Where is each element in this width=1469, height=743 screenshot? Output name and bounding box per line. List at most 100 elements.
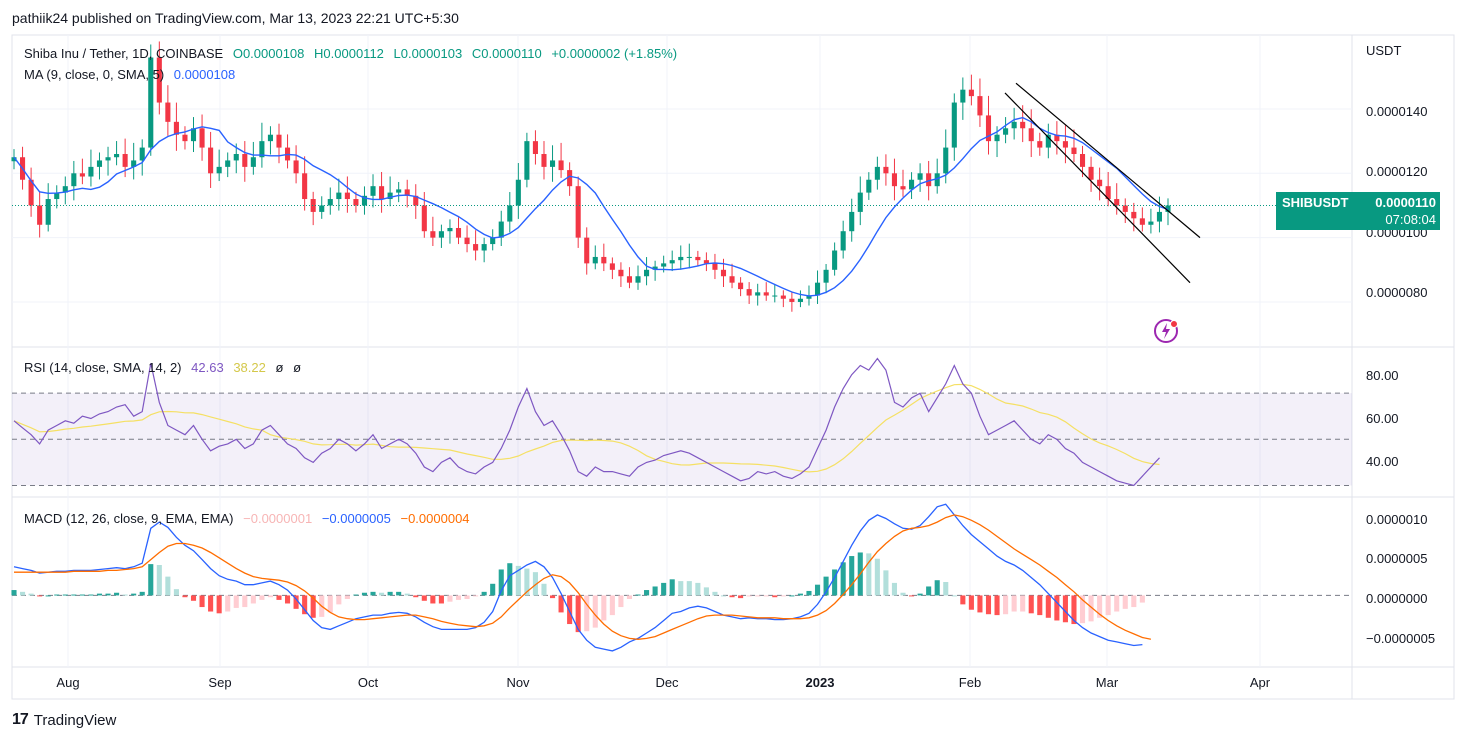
macd-hist-bar — [79, 594, 85, 596]
candle-body — [182, 134, 188, 142]
macd-hist-bar — [139, 591, 145, 596]
candle-body — [455, 227, 462, 238]
macd-hist-bar — [11, 590, 17, 596]
macd-hist-bar — [703, 587, 709, 596]
time-label: Dec — [655, 675, 679, 690]
candle-body — [601, 256, 607, 264]
candle-body — [857, 192, 863, 212]
candle-body — [131, 160, 137, 167]
macd-hist-bar — [173, 589, 179, 596]
macd-hist-bar — [1011, 595, 1017, 612]
macd-hist-bar — [413, 595, 419, 598]
candle-body — [584, 237, 590, 264]
macd-hist-bar — [1122, 595, 1128, 609]
candle-body — [652, 266, 658, 270]
candle-body — [413, 195, 419, 206]
macd-hist-bar — [840, 562, 846, 596]
candle-body — [592, 256, 598, 264]
price-tag-symbol: SHIBUSDT — [1282, 195, 1349, 210]
candle-body — [797, 298, 803, 302]
candle-body — [259, 141, 265, 158]
macd-hist-bar — [396, 591, 402, 596]
macd-hist-bar — [686, 581, 692, 596]
macd-hist-bar — [797, 593, 803, 596]
macd-hist-bar — [609, 595, 615, 616]
macd-hist-bar — [105, 593, 111, 596]
macd-hist-bar — [558, 595, 564, 613]
macd-hist-bar — [1062, 595, 1068, 623]
candle-body — [1037, 141, 1043, 148]
candle-body — [79, 173, 85, 177]
macd-hist-bar — [644, 590, 650, 596]
macd-hist-bar — [199, 595, 205, 608]
price-tick: 0.0000120 — [1366, 164, 1428, 179]
candle-body — [943, 147, 949, 174]
candle-body — [438, 231, 444, 238]
macd-hist-bar — [1071, 595, 1077, 625]
candle-body — [720, 269, 727, 277]
macd-hist-bar — [951, 595, 957, 597]
macd-hist-bar — [216, 595, 222, 614]
macd-hist-bar — [327, 595, 333, 613]
symbol-label: Shiba Inu / Tether, 1D, COINBASE — [24, 46, 224, 61]
candle-body — [114, 154, 120, 158]
candle-body — [1097, 179, 1103, 187]
candle-body — [396, 189, 402, 193]
candle-body — [71, 173, 77, 187]
ma-label: MA (9, close, 0, SMA, 5) — [24, 67, 165, 82]
macd-hist-bar — [353, 594, 359, 596]
price-tick: 0.0000080 — [1366, 285, 1428, 300]
macd-hist-bar — [832, 569, 838, 596]
macd-tick: 0.0000005 — [1366, 551, 1428, 566]
chart-border — [11, 34, 1455, 700]
macd-hist-bar — [62, 594, 68, 596]
candle-body — [515, 179, 521, 206]
candle-body — [806, 295, 812, 299]
macd-hist-bar — [361, 592, 368, 596]
candle-body — [481, 244, 487, 251]
macd-hist-bar — [182, 595, 188, 598]
macd-hist-bar — [438, 595, 444, 604]
macd-hist-bar — [549, 595, 556, 599]
rsi-tick: 60.00 — [1366, 411, 1399, 426]
candle-body — [849, 211, 855, 232]
macd-hist-bar — [712, 591, 718, 596]
candle-body — [293, 160, 299, 174]
candle-body — [148, 57, 154, 148]
time-label: Apr — [1249, 675, 1271, 690]
macd-hist-bar — [601, 595, 607, 621]
candle-body — [549, 160, 556, 167]
candle-body — [558, 160, 564, 171]
macd-hist-bar — [541, 583, 547, 596]
channel-upper-line — [1015, 82, 1201, 239]
macd-pane — [11, 503, 1352, 652]
candle-body — [242, 154, 248, 167]
candle-body — [208, 147, 214, 174]
candle-body — [267, 134, 273, 142]
macd-hist-bar — [772, 595, 778, 598]
candle-body — [310, 199, 316, 212]
macd-hist-bar — [165, 576, 171, 596]
macd-hist-bar — [302, 595, 308, 615]
macd-hist-bar — [532, 572, 538, 596]
macd-hist-bar — [1020, 595, 1026, 612]
macd-hist-bar — [276, 595, 282, 600]
macd-hist-bar — [977, 595, 983, 613]
high-value: H0.0000112 — [314, 46, 384, 61]
lightning-alert-icon[interactable] — [1153, 317, 1181, 345]
candle-body — [1054, 134, 1060, 142]
macd-hist-bar — [28, 593, 34, 596]
candle-body — [832, 250, 838, 270]
macd-hist-bar — [1003, 595, 1009, 615]
footer-brand[interactable]: 17 TradingView — [12, 711, 116, 729]
macd-hist-bar — [507, 563, 513, 596]
macd-hist-bar — [421, 595, 427, 601]
candle-body — [96, 160, 103, 167]
candle-body — [1020, 121, 1026, 129]
macd-hist-bar — [267, 595, 273, 598]
macd-hist-bar — [763, 595, 769, 597]
macd-hist-bar — [806, 590, 812, 596]
candle-body — [926, 173, 932, 187]
candle-body — [105, 157, 111, 161]
